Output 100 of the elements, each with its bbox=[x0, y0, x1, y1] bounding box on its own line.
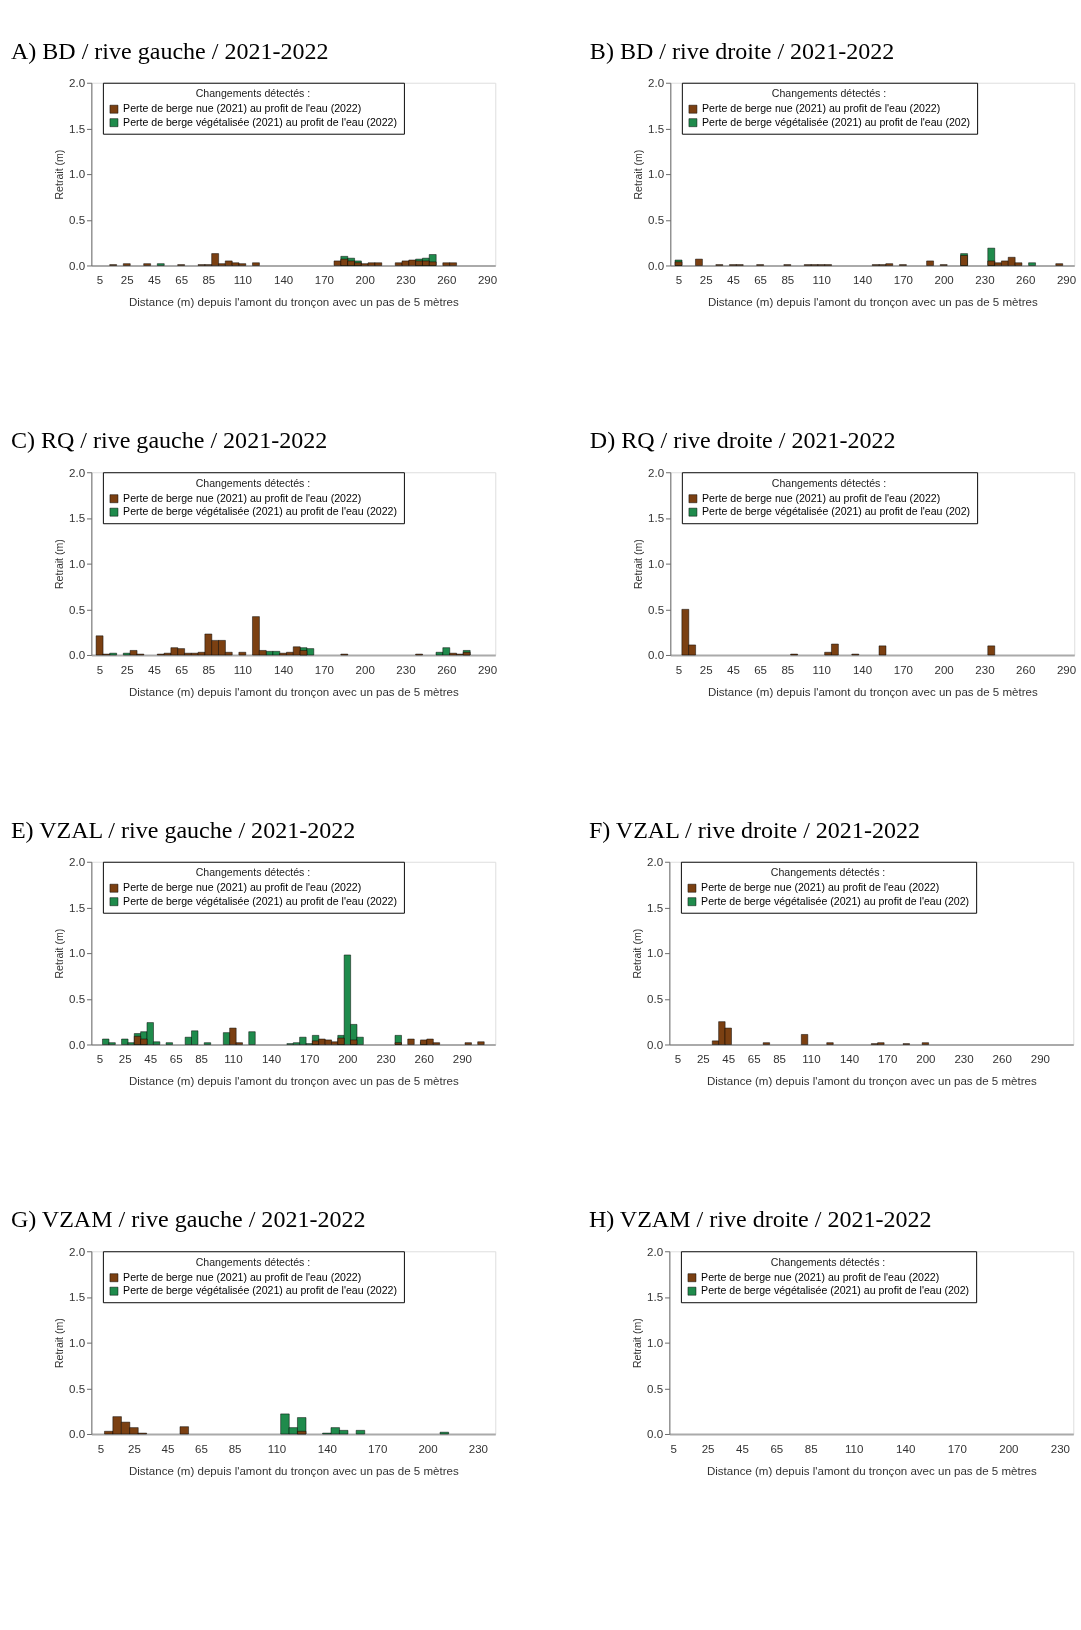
legend-label: Perte de berge végétalisée (2021) au profit de l'eau (2022) bbox=[123, 115, 397, 128]
x-tick-label: 25 bbox=[701, 1442, 715, 1455]
x-tick-label: 5 bbox=[96, 663, 104, 676]
legend-label: Perte de berge végétalisée (2021) au profit de l'eau (202) bbox=[701, 894, 970, 907]
y-axis-title: Retrait (m) bbox=[53, 149, 66, 200]
y-tick-label: 0.5 bbox=[69, 993, 86, 1006]
y-tick-label: 0.5 bbox=[647, 993, 664, 1006]
legend-label: Perte de berge végétalisée (2021) au profit de l'eau (202) bbox=[702, 505, 971, 518]
x-tick-label: 200 bbox=[934, 663, 954, 676]
y-tick-label: 1.5 bbox=[69, 1291, 86, 1304]
y-tick-label: 0.0 bbox=[648, 649, 665, 662]
y-tick-label: 1.0 bbox=[69, 168, 86, 181]
chart-title: A) BD / rive gauche / 2021-2022 bbox=[10, 37, 329, 64]
x-tick-label: 260 bbox=[1016, 274, 1036, 287]
y-tick-label: 0.5 bbox=[69, 214, 86, 227]
x-tick-label: 140 bbox=[852, 663, 873, 676]
y-axis-title: Retrait (m) bbox=[631, 1318, 644, 1369]
x-tick-label: 170 bbox=[314, 663, 335, 676]
y-tick-label: 1.5 bbox=[69, 122, 86, 135]
y-tick-label: 0.0 bbox=[69, 1428, 86, 1441]
x-tick-label: 5 bbox=[675, 663, 683, 676]
x-tick-label: 140 bbox=[317, 1442, 337, 1455]
x-tick-label: 110 bbox=[844, 1442, 864, 1455]
x-tick-label: 290 bbox=[452, 1053, 472, 1066]
x-tick-label: 170 bbox=[368, 1442, 388, 1455]
y-tick-label: 2.0 bbox=[647, 856, 664, 869]
y-tick-label: 2.0 bbox=[69, 856, 86, 869]
y-tick-label: 1.5 bbox=[69, 901, 86, 914]
y-axis-title: Retrait (m) bbox=[632, 149, 645, 200]
x-tick-label: 45 bbox=[727, 274, 740, 287]
y-tick-label: 2.0 bbox=[647, 1245, 664, 1258]
x-tick-label: 25 bbox=[699, 663, 713, 676]
legend-title: Changements détectés : bbox=[195, 866, 311, 879]
x-tick-label: 260 bbox=[1016, 663, 1036, 676]
y-tick-label: 1.5 bbox=[647, 1291, 664, 1304]
chart-title: B) BD / rive droite / 2021-2022 bbox=[589, 37, 895, 64]
x-tick-label: 200 bbox=[934, 274, 954, 287]
y-tick-label: 1.0 bbox=[69, 947, 86, 960]
legend-label: Perte de berge végétalisée (2021) au profit de l'eau (202) bbox=[702, 115, 971, 128]
x-tick-label: 25 bbox=[120, 274, 134, 287]
y-tick-label: 1.0 bbox=[648, 168, 665, 181]
chart-title: D) RQ / rive droite / 2021-2022 bbox=[589, 427, 896, 454]
legend-title: Changements détectés : bbox=[770, 1255, 886, 1268]
x-tick-label: 200 bbox=[355, 663, 375, 676]
x-tick-label: 85 bbox=[228, 1442, 242, 1455]
x-tick-label: 170 bbox=[947, 1442, 967, 1455]
legend-label: Perte de berge végétalisée (2021) au profit de l'eau (2022) bbox=[123, 1284, 397, 1297]
x-tick-label: 85 bbox=[773, 1053, 787, 1066]
x-axis-title: Distance (m) depuis l'amont du tronçon avec un pas de 5 mètres bbox=[128, 685, 459, 698]
x-axis-title: Distance (m) depuis l'amont du tronçon avec un pas de 5 mètres bbox=[128, 296, 459, 309]
x-tick-label: 25 bbox=[118, 1053, 132, 1066]
x-tick-label: 5 bbox=[670, 1442, 677, 1455]
y-axis-title: Retrait (m) bbox=[53, 928, 66, 979]
x-tick-label: 110 bbox=[233, 663, 253, 676]
x-tick-label: 290 bbox=[1056, 274, 1077, 287]
x-axis-title: Distance (m) depuis l'amont du tronçon avec un pas de 5 mètres bbox=[707, 685, 1038, 698]
x-tick-label: 170 bbox=[300, 1053, 320, 1066]
x-tick-label: 45 bbox=[727, 663, 740, 676]
x-tick-label: 140 bbox=[896, 1442, 916, 1455]
x-tick-label: 5 bbox=[96, 274, 104, 287]
x-tick-label: 260 bbox=[992, 1053, 1012, 1066]
y-axis-title: Retrait (m) bbox=[631, 928, 644, 979]
chart-title: E) VZAL / rive gauche / 2021-2022 bbox=[10, 816, 356, 843]
x-tick-label: 85 bbox=[202, 274, 216, 287]
x-tick-label: 5 bbox=[674, 1053, 682, 1066]
x-tick-label: 140 bbox=[273, 274, 294, 287]
x-tick-label: 65 bbox=[747, 1053, 761, 1066]
chart-title: H) VZAM / rive droite / 2021-2022 bbox=[588, 1206, 932, 1233]
x-tick-label: 140 bbox=[852, 274, 873, 287]
x-tick-label: 200 bbox=[338, 1053, 358, 1066]
y-tick-label: 0.0 bbox=[648, 259, 665, 272]
y-tick-label: 1.0 bbox=[647, 1336, 664, 1349]
x-tick-label: 230 bbox=[1050, 1442, 1071, 1455]
x-tick-label: 25 bbox=[696, 1053, 710, 1066]
y-tick-label: 1.0 bbox=[69, 557, 86, 570]
y-tick-label: 1.0 bbox=[69, 1336, 86, 1349]
x-tick-label: 170 bbox=[314, 274, 335, 287]
legend-label: Perte de berge nue (2021) au profit de l'eau (2022) bbox=[702, 102, 941, 115]
x-tick-label: 290 bbox=[1030, 1053, 1050, 1066]
x-tick-label: 140 bbox=[273, 663, 294, 676]
y-axis-title: Retrait (m) bbox=[53, 1318, 66, 1369]
legend-label: Perte de berge végétalisée (2021) au profit de l'eau (2022) bbox=[123, 505, 397, 518]
y-tick-label: 1.0 bbox=[648, 557, 665, 570]
x-tick-label: 85 bbox=[781, 663, 795, 676]
y-tick-label: 1.5 bbox=[648, 512, 665, 525]
x-tick-label: 200 bbox=[418, 1442, 438, 1455]
legend-title: Changements détectés : bbox=[195, 1255, 311, 1268]
y-tick-label: 0.5 bbox=[648, 603, 665, 616]
legend-title: Changements détectés : bbox=[195, 476, 311, 489]
x-tick-label: 230 bbox=[954, 1053, 974, 1066]
y-tick-label: 0.5 bbox=[69, 603, 86, 616]
x-tick-label: 290 bbox=[477, 663, 498, 676]
x-tick-label: 110 bbox=[802, 1053, 821, 1066]
x-axis-title: Distance (m) depuis l'amont du tronçon avec un pas de 5 mètres bbox=[707, 296, 1038, 309]
legend-label: Perte de berge nue (2021) au profit de l'eau (2022) bbox=[701, 881, 940, 894]
y-tick-label: 0.0 bbox=[647, 1428, 664, 1441]
x-axis-title: Distance (m) depuis l'amont du tronçon avec un pas de 5 mètres bbox=[706, 1464, 1037, 1477]
chart-title: F) VZAL / rive droite / 2021-2022 bbox=[588, 816, 920, 843]
x-tick-label: 230 bbox=[975, 663, 995, 676]
x-tick-label: 110 bbox=[812, 274, 831, 287]
